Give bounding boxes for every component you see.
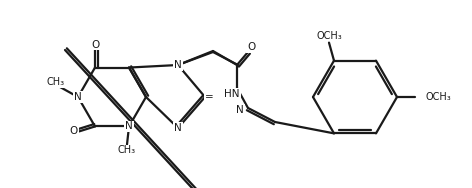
- Text: =: =: [205, 92, 213, 102]
- Text: O: O: [91, 39, 99, 50]
- Text: N: N: [174, 60, 182, 70]
- Text: CH₃: CH₃: [118, 146, 136, 155]
- Text: N: N: [74, 92, 82, 102]
- Text: O: O: [70, 127, 78, 136]
- Text: HN: HN: [224, 89, 240, 99]
- Text: OCH₃: OCH₃: [316, 31, 342, 41]
- Text: OCH₃: OCH₃: [425, 92, 451, 102]
- Text: N: N: [174, 123, 182, 133]
- Text: CH₃: CH₃: [47, 77, 65, 87]
- Text: N: N: [125, 121, 133, 131]
- Text: O: O: [247, 42, 255, 52]
- Text: N: N: [236, 105, 244, 115]
